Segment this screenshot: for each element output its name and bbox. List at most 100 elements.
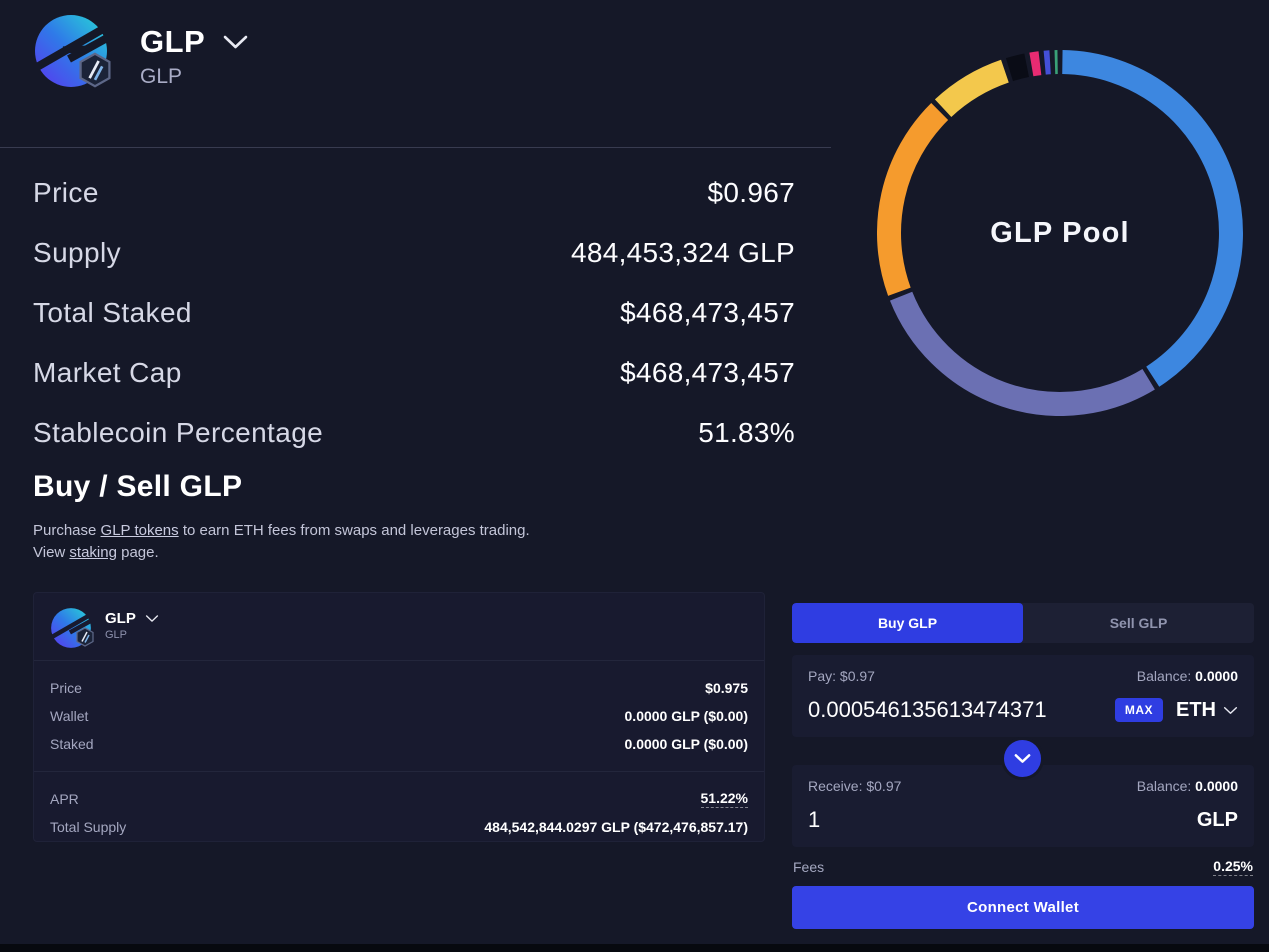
stat-row-price: Price $0.967	[33, 163, 795, 223]
buy-sell-tabs: Buy GLP Sell GLP	[792, 603, 1254, 643]
donut-segment-blue	[1062, 50, 1243, 387]
pay-box-top: Pay: $0.97 Balance: 0.0000	[808, 668, 1238, 684]
desc-line-2: View staking page.	[33, 542, 530, 564]
token-selector[interactable]: GLP	[140, 24, 249, 60]
token-card-header: GLP GLP	[34, 593, 764, 660]
chevron-down-icon	[223, 35, 248, 49]
stat-label: Price	[33, 177, 99, 208]
receive-box: Receive: $0.97 Balance: 0.0000 GLP	[792, 765, 1254, 847]
buy-sell-description: Purchase GLP tokens to earn ETH fees fro…	[33, 520, 530, 564]
token-card-symbol: GLP	[105, 629, 128, 641]
desc-text: View	[33, 544, 70, 561]
token-card-rows-1: Price $0.975 Wallet 0.0000 GLP ($0.00) S…	[34, 661, 764, 771]
donut-segment-orange	[877, 102, 949, 296]
swap-panel: Buy GLP Sell GLP Pay: $0.97 Balance: 0.0…	[792, 603, 1254, 929]
fees-value[interactable]: 0.25%	[1213, 858, 1253, 876]
token-card-titles: GLP GLP	[105, 607, 159, 641]
header-divider	[0, 147, 831, 148]
desc-line-1: Purchase GLP tokens to earn ETH fees fro…	[33, 520, 530, 542]
glp-tokens-link[interactable]: GLP tokens	[100, 522, 179, 539]
card-divider	[34, 771, 764, 772]
receive-amount-input[interactable]	[808, 807, 1088, 833]
network-badge-icon	[77, 52, 113, 93]
card-divider	[34, 660, 764, 661]
row-value: 484,542,844.0297 GLP ($472,476,857.17)	[484, 819, 748, 835]
stat-value: $468,473,457	[620, 357, 795, 388]
card-row-total-supply: Total Supply 484,542,844.0297 GLP ($472,…	[50, 813, 748, 841]
balance-value: 0.0000	[1195, 778, 1238, 794]
donut-segment-black	[1005, 53, 1030, 82]
page-title: GLP	[140, 24, 206, 59]
donut-chart-svg	[877, 50, 1243, 416]
chevron-down-icon	[1223, 706, 1238, 714]
token-card-selector[interactable]: GLP	[105, 610, 159, 627]
row-value-apr[interactable]: 51.22%	[700, 790, 748, 808]
pay-amount-input[interactable]	[808, 697, 1088, 723]
donut-center-label: GLP Pool	[990, 216, 1130, 249]
receive-box-bottom: GLP	[808, 807, 1238, 833]
balance-value: 0.0000	[1195, 668, 1238, 684]
balance-label: Balance:	[1136, 668, 1192, 684]
network-badge-icon	[75, 627, 95, 652]
row-label: APR	[50, 791, 79, 807]
receive-token-name: GLP	[1196, 808, 1238, 831]
pay-token-selector[interactable]: ETH	[1176, 699, 1238, 722]
stat-value: 51.83%	[698, 417, 795, 448]
balance-label: Balance:	[1136, 778, 1192, 794]
stat-value: 484,453,324 GLP	[570, 237, 795, 268]
tab-sell-glp[interactable]: Sell GLP	[1109, 615, 1168, 631]
token-card-rows-2: APR 51.22% Total Supply 484,542,844.0297…	[34, 772, 764, 854]
staking-link[interactable]: staking	[69, 544, 117, 561]
stat-row-market-cap: Market Cap $468,473,457	[33, 343, 795, 403]
row-label: Wallet	[50, 708, 89, 724]
glp-token-logo	[33, 13, 111, 89]
desc-text: page.	[116, 544, 159, 561]
pay-balance: Balance: 0.0000	[1137, 668, 1238, 684]
card-row-wallet: Wallet 0.0000 GLP ($0.00)	[50, 702, 748, 730]
donut-segment-gold	[934, 59, 1010, 118]
receive-balance: Balance: 0.0000	[1137, 778, 1238, 794]
bottom-strip	[0, 944, 1269, 952]
row-label: Total Supply	[50, 819, 127, 835]
desc-text: to earn ETH fees from swaps and leverage…	[178, 522, 530, 539]
stat-label: Stablecoin Percentage	[33, 417, 324, 448]
donut-segment-pink	[1029, 51, 1042, 77]
receive-box-top: Receive: $0.97 Balance: 0.0000	[808, 778, 1238, 794]
fees-label: Fees	[793, 859, 825, 875]
card-row-staked: Staked 0.0000 GLP ($0.00)	[50, 730, 748, 758]
pay-box: Pay: $0.97 Balance: 0.0000 MAX ETH	[792, 655, 1254, 737]
card-row-price: Price $0.975	[50, 674, 748, 702]
page-subtitle: GLP	[140, 65, 183, 88]
stat-label: Market Cap	[33, 357, 182, 388]
glp-token-card: GLP GLP Price $0.975 Wallet 0.0000 GLP (…	[33, 592, 765, 842]
arrow-down-icon	[1014, 754, 1031, 763]
glp-token-logo-small	[50, 607, 95, 652]
receive-label: Receive: $0.97	[808, 778, 902, 794]
row-value: $0.975	[705, 680, 748, 696]
token-stats: Price $0.967 Supply 484,453,324 GLP Tota…	[33, 163, 795, 463]
donut-center: GLP Pool	[877, 50, 1243, 416]
glp-pool-donut-chart: GLP Pool	[877, 50, 1243, 416]
stat-value: $0.967	[707, 177, 795, 208]
fees-row: Fees 0.25%	[792, 858, 1254, 876]
swap-direction-button[interactable]	[1004, 740, 1041, 777]
max-button[interactable]: MAX	[1114, 698, 1163, 722]
card-row-apr: APR 51.22%	[50, 785, 748, 813]
tab-buy-glp[interactable]: Buy GLP	[792, 603, 1023, 643]
stat-value: $468,473,457	[620, 297, 795, 328]
stat-label: Total Staked	[33, 297, 192, 328]
desc-text: Purchase	[33, 522, 101, 539]
page-title-block: GLP GLP	[140, 24, 249, 89]
connect-wallet-button[interactable]: Connect Wallet	[792, 886, 1254, 929]
pay-box-bottom: MAX ETH	[808, 697, 1238, 723]
stat-label: Supply	[33, 237, 122, 268]
row-value: 0.0000 GLP ($0.00)	[624, 708, 748, 724]
pay-token-name: ETH	[1176, 698, 1216, 721]
pay-token-side: MAX ETH	[1114, 698, 1238, 722]
token-card-name: GLP	[105, 610, 136, 627]
stat-row-stablecoin-percentage: Stablecoin Percentage 51.83%	[33, 403, 795, 463]
row-value: 0.0000 GLP ($0.00)	[624, 736, 748, 752]
donut-segment-slate-purple	[889, 291, 1155, 416]
pay-label: Pay: $0.97	[808, 668, 875, 684]
